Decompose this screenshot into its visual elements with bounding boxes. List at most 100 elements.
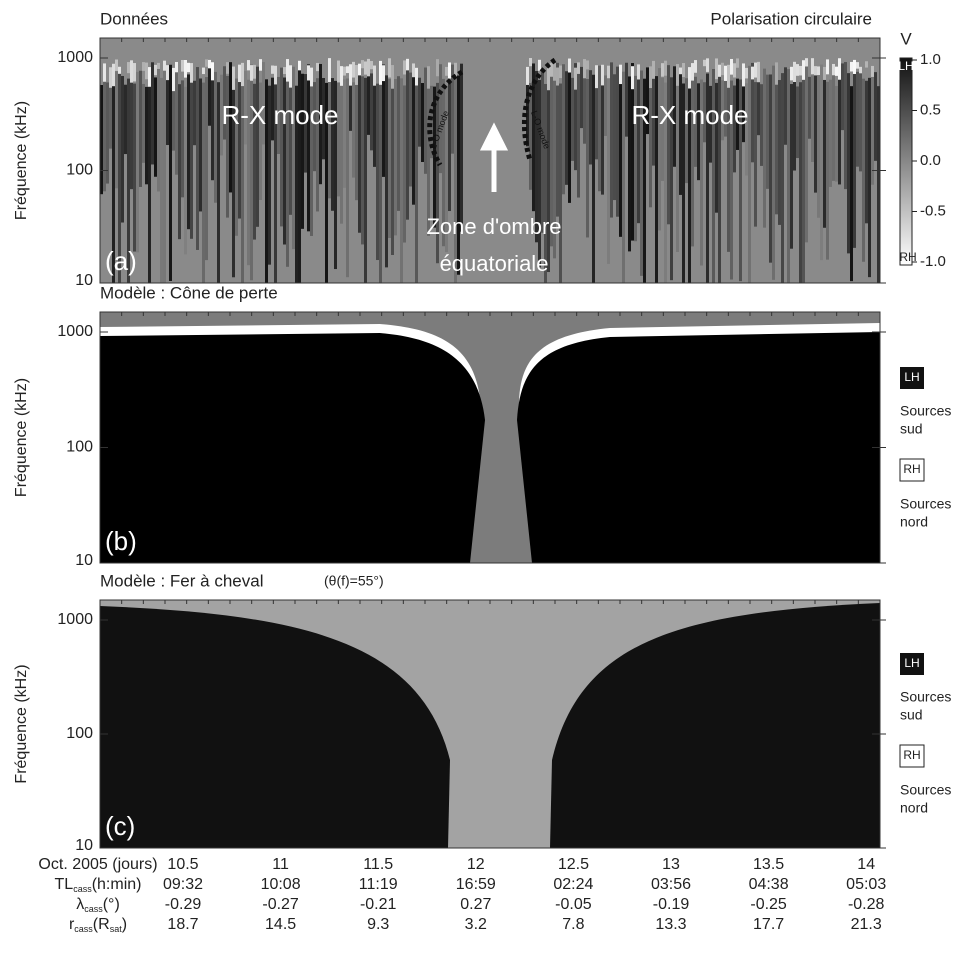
cell: 7.8: [562, 916, 584, 933]
texture: [598, 65, 601, 192]
texture: [754, 62, 757, 78]
texture: [166, 65, 169, 81]
texture: [181, 80, 184, 198]
cell: -0.21: [360, 896, 397, 913]
texture: [439, 64, 442, 174]
texture: [628, 76, 631, 252]
texture: [310, 67, 313, 87]
texture: [193, 80, 196, 146]
texture: [712, 69, 715, 284]
texture: [151, 62, 154, 165]
texture: [142, 62, 145, 71]
texture: [616, 66, 619, 217]
texture: [400, 78, 403, 283]
panel-tag: (c): [105, 811, 135, 841]
panel-c: [100, 600, 880, 848]
texture: [727, 75, 730, 252]
texture: [718, 71, 721, 283]
texture: [556, 62, 559, 217]
texture: [232, 66, 235, 90]
texture: [571, 77, 574, 161]
texture: [409, 72, 412, 187]
texture: [301, 73, 304, 229]
texture: [655, 76, 658, 284]
panel-tag: (a): [105, 246, 137, 276]
texture: [841, 63, 844, 131]
cell: 13: [662, 856, 680, 873]
y-tick-label: 10: [75, 552, 93, 569]
texture: [142, 83, 145, 163]
texture: [358, 63, 361, 76]
legend-text: Sources: [900, 689, 951, 705]
texture: [823, 66, 826, 80]
y-tick-label: 100: [66, 439, 93, 456]
texture: [382, 65, 385, 82]
texture: [796, 64, 799, 76]
texture: [100, 85, 103, 195]
texture: [307, 64, 310, 232]
texture: [601, 64, 604, 86]
texture: [625, 62, 628, 137]
texture: [220, 74, 223, 156]
texture: [280, 67, 283, 227]
panel-title: Modèle : Cône de perte: [100, 283, 278, 302]
texture: [292, 66, 295, 250]
texture: [364, 61, 367, 75]
panel-title: Données: [100, 9, 168, 28]
row-label: rcass(Rsat): [69, 916, 127, 934]
label-part: r: [69, 916, 75, 933]
texture: [676, 80, 679, 253]
texture: [415, 67, 418, 86]
panel-tag: (b): [105, 526, 137, 556]
texture: [877, 86, 880, 283]
texture: [865, 61, 868, 68]
panel-title: Modèle : Fer à cheval: [100, 571, 263, 590]
cell: -0.29: [165, 896, 202, 913]
texture: [658, 68, 661, 231]
texture: [178, 84, 181, 240]
texture: [241, 62, 244, 87]
label-part: TL: [55, 876, 74, 893]
texture: [703, 59, 706, 67]
texture: [436, 59, 439, 77]
texture: [145, 62, 148, 80]
texture: [139, 70, 142, 187]
texture: [172, 67, 175, 92]
texture: [631, 63, 634, 241]
texture: [175, 61, 178, 73]
texture: [325, 82, 328, 283]
texture: [865, 80, 868, 224]
texture: [637, 64, 640, 80]
texture: [589, 70, 592, 165]
texture: [370, 61, 373, 70]
texture: [574, 63, 577, 171]
texture: [265, 79, 268, 283]
texture: [190, 63, 193, 83]
texture: [148, 67, 151, 87]
texture: [349, 66, 352, 131]
texture: [538, 59, 541, 71]
texture: [640, 70, 643, 276]
texture: [355, 74, 358, 201]
texture: [736, 78, 739, 150]
texture: [526, 66, 529, 85]
texture: [166, 76, 169, 146]
label-sub: cass: [84, 904, 103, 914]
texture: [436, 82, 439, 264]
texture: [562, 64, 565, 195]
texture: [532, 63, 535, 212]
texture: [748, 65, 751, 283]
y-axis-label: Fréquence (kHz): [13, 664, 30, 783]
texture: [226, 75, 229, 218]
texture: [529, 58, 532, 67]
texture: [838, 58, 841, 80]
texture: [163, 66, 166, 283]
legend-box: [900, 367, 924, 389]
texture: [829, 79, 832, 187]
texture: [796, 86, 799, 159]
texture: [370, 73, 373, 151]
texture: [664, 60, 667, 76]
texture: [811, 58, 814, 75]
colorbar-tick-label: -0.5: [920, 202, 946, 219]
texture: [691, 63, 694, 81]
